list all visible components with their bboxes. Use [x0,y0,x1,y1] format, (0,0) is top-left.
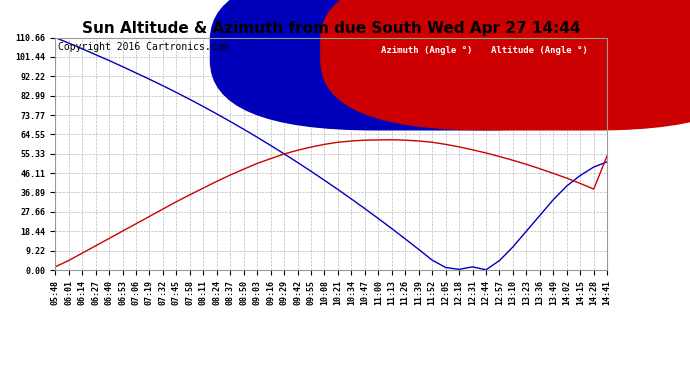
FancyBboxPatch shape [320,0,690,130]
Text: Copyright 2016 Cartronics.com: Copyright 2016 Cartronics.com [58,42,228,52]
Title: Sun Altitude & Azimuth from due South Wed Apr 27 14:44: Sun Altitude & Azimuth from due South We… [82,21,580,36]
Text: Azimuth (Angle °): Azimuth (Angle °) [381,46,472,55]
FancyBboxPatch shape [210,0,651,130]
Text: Altitude (Angle °): Altitude (Angle °) [491,46,588,55]
